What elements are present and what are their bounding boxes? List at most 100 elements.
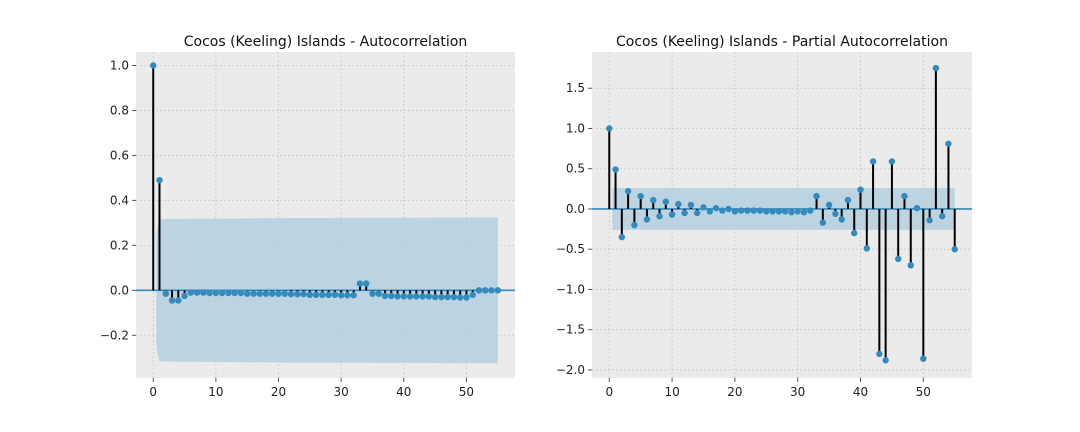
pacf-marker [706,208,713,215]
pacf-marker [656,213,663,220]
pacf-marker [825,201,833,209]
acf-marker [287,290,295,298]
acf-x-tick-label: 10 [208,385,223,399]
acf-y-tick-label: 0.8 [110,103,129,117]
acf-marker [168,297,176,304]
acf-marker [243,290,251,297]
pacf-marker [813,192,820,200]
acf-marker [450,293,458,301]
pacf-y-tick-label: −2.0 [556,363,585,377]
acf-marker [269,290,276,297]
pacf-marker [832,210,839,217]
pacf-marker [920,355,927,362]
acf-chart-panel: 0 10 20 30 40 50 −0.2 0.0 0.2 0.4 0.6 0.8 1.0 Cocos … [100,34,515,399]
pacf-marker [637,192,644,200]
pacf-marker [731,208,739,215]
acf-marker [325,291,332,299]
pacf-marker [869,158,877,165]
pacf-x-tick-label: 40 [853,385,868,399]
pacf-marker [694,209,701,217]
acf-marker [394,293,401,300]
pacf-marker [750,207,757,214]
acf-marker [281,290,288,297]
pacf-marker [769,208,776,215]
acf-marker [419,293,426,300]
pacf-y-tick-label: 0.0 [566,202,585,216]
pacf-x-tick-label: 10 [664,385,679,399]
pacf-y-tick-label: 1.5 [566,81,585,95]
acf-marker [337,292,345,299]
pacf-marker [844,196,852,204]
acf-marker [212,289,220,297]
pacf-y-tick-label: −1.0 [556,282,585,296]
acf-marker [438,293,445,301]
pacf-marker [807,207,814,214]
pacf-tick-labels: 0 10 20 30 40 50 −2.0 −1.5 −1.0 −0.5 0.0 0.5 1.0 1.5 [556,81,931,399]
acf-marker [482,287,489,294]
pacf-marker [650,196,657,204]
acf-marker [469,291,476,299]
pacf-marker [926,217,933,224]
pacf-marker [675,200,682,208]
pacf-marker [725,205,732,213]
acf-marker [156,176,163,184]
acf-marker [193,289,201,296]
pacf-marker [662,198,670,205]
acf-x-tick-label: 40 [396,385,411,399]
acf-y-tick-label: 0.6 [110,148,129,162]
pacf-marker [901,192,908,200]
acf-marker [388,292,395,300]
acf-x-tick-label: 0 [149,385,157,399]
acf-x-tick-label: 50 [459,385,474,399]
acf-marker [262,290,270,297]
pacf-marker [945,140,952,147]
pacf-chart-panel: 0 10 20 30 40 50−2.0−1.5−1.0−0.50.00.51.01.5 … [556,34,972,399]
acf-tick-labels: 0 10 20 30 40 50 −0.2 0.0 0.2 0.4 0.6 0.8 1.0 [100,58,474,399]
pacf-y-tick-label: −1.5 [556,323,585,337]
pacf-marker [681,209,688,217]
acf-marker [406,293,414,300]
acf-marker [369,290,376,297]
pacf-x-tick-label: 20 [727,385,742,399]
pacf-marker [888,158,896,165]
pacf-marker [712,204,720,212]
pacf-marker [668,211,676,218]
pacf-marker [938,213,946,220]
pacf-marker [907,262,914,269]
acf-marker [150,62,157,69]
acf-marker [250,290,257,297]
acf-marker [187,289,195,296]
acf-marker [413,293,420,300]
acf-marker [331,291,339,299]
acf-y-tick-label: −0.2 [100,328,129,342]
pacf-marker [851,229,858,237]
pacf-marker [624,188,632,195]
acf-marker [425,293,433,300]
pacf-markers [606,64,958,364]
pacf-y-tick-label: 0.5 [566,162,585,176]
pacf-marker [737,207,745,214]
acf-marker [400,293,408,300]
pacf-x-tick-label: 0 [605,385,613,399]
acf-x-tick-label: 30 [334,385,349,399]
acf-y-tick-label: 0.0 [110,283,129,297]
pacf-marker [857,186,864,193]
acf-marker [444,293,451,301]
pacf-marker [800,208,808,216]
pacf-marker [700,204,707,211]
pacf-marker [932,64,940,72]
pacf-marker [687,201,695,209]
pacf-marker [819,219,827,226]
pacf-marker [882,357,889,364]
pacf-marker [606,125,613,132]
pacf-marker [775,208,783,215]
acf-marker [319,291,326,299]
acf-marker [356,280,364,287]
pacf-marker [876,350,883,358]
acf-marker [312,291,320,299]
pacf-marker [612,166,619,173]
pacf-marker [618,233,626,241]
acf-marker [231,289,238,297]
pacf-marker [788,208,795,216]
